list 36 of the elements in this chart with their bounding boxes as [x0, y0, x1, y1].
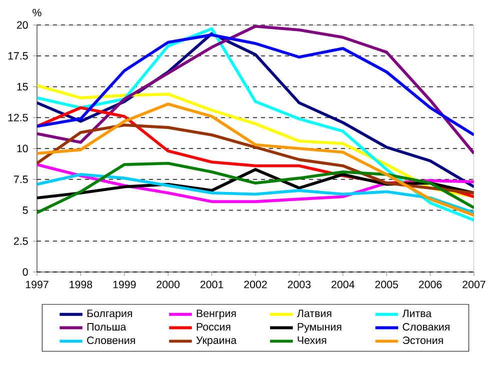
legend-label: Украина — [196, 336, 237, 346]
line-series — [37, 33, 474, 136]
legend-label: Эстония — [402, 336, 443, 344]
y-tick-label: 10 — [17, 144, 28, 152]
legend-label: Словакия — [402, 323, 450, 331]
legend-label: Польша — [87, 323, 126, 331]
x-tick-label: 2000 — [156, 280, 180, 288]
x-tick-label: 2006 — [418, 280, 442, 288]
y-tick-label: 15 — [17, 83, 28, 90]
legend-label: Латвия — [297, 310, 332, 318]
legend-label: Литва — [402, 310, 432, 318]
y-tick-label: 7.5 — [14, 176, 28, 184]
legend-label: Болгария — [87, 310, 132, 320]
x-tick-label: 1997 — [26, 280, 48, 288]
y-tick-label: 20 — [16, 21, 28, 29]
x-tick-label: 1999 — [113, 280, 136, 288]
y-tick-label: 17.5 — [8, 52, 28, 60]
y-tick-label: 0 — [22, 268, 28, 276]
legend-label: Румыния — [298, 323, 342, 333]
x-tick-label: 1998 — [70, 280, 92, 288]
line-series — [37, 124, 474, 194]
x-tick-label: 2004 — [332, 280, 354, 288]
legend-label: Венгрия — [196, 310, 236, 320]
x-tick-label: 2007 — [462, 280, 486, 288]
y-tick-label: 2.5 — [14, 237, 28, 245]
legend-label: Чехия — [298, 336, 326, 344]
x-tick-label: 2005 — [375, 280, 398, 288]
line-series — [37, 162, 474, 214]
y-tick-label: 5 — [22, 206, 28, 214]
x-tick-label: 2001 — [200, 280, 224, 288]
legend-label: Словения — [87, 336, 135, 344]
y-tick-label: 12.5 — [8, 114, 28, 122]
legend-label: Россия — [196, 323, 230, 331]
x-tick-label: 2003 — [288, 280, 311, 288]
y-axis-title: % — [32, 8, 42, 16]
x-tick-label: 2002 — [244, 280, 267, 288]
